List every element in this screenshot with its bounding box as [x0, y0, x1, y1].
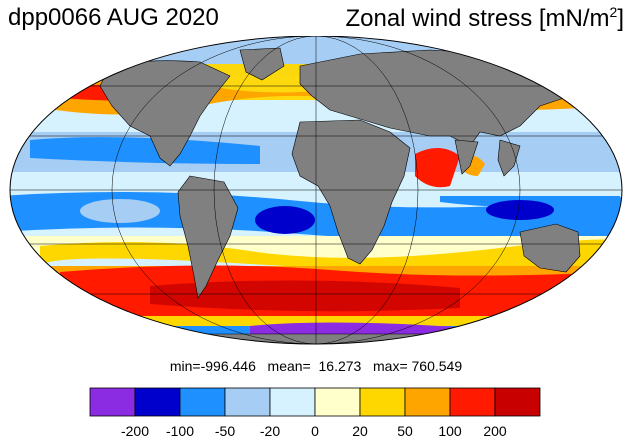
colorbar-tick-label: 100 [438, 423, 462, 439]
variable-close: ] [617, 5, 624, 32]
map-field [10, 36, 622, 344]
colorbar-tick-label: 200 [483, 423, 507, 439]
colorbar-swatch [134, 387, 181, 417]
map-title: dpp0066 AUG 2020 [8, 4, 219, 31]
colorbar-tick-label: 50 [397, 423, 413, 439]
colorbar-swatch [89, 387, 136, 417]
unit-superscript: 2 [609, 4, 618, 20]
colorbar-swatch [269, 387, 316, 417]
colorbar-swatch [404, 387, 451, 417]
colorbar-tick-label: -20 [260, 423, 280, 439]
colorbar-tick-label: -200 [121, 423, 149, 439]
graticule [10, 36, 622, 344]
world-map [9, 36, 623, 345]
colorbar-swatch [224, 387, 271, 417]
field-statistics: min=-996.446 mean= 16.273 max= 760.549 [169, 358, 463, 374]
colorbar-tick-label: -50 [215, 423, 235, 439]
colorbar-swatch [179, 387, 226, 417]
colorbar-tick-label: 20 [352, 423, 368, 439]
variable-name: Zonal wind stress [mN/m [345, 5, 610, 32]
colorbar-tick-label: -100 [166, 423, 194, 439]
colorbar-swatch [359, 387, 406, 417]
colorbar-swatch [494, 387, 541, 417]
variable-title: Zonal wind stress [mN/m2] [345, 4, 624, 33]
colorbar-tick-label: 0 [311, 423, 319, 439]
colorbar-swatch [449, 387, 496, 417]
colorbar-swatch [314, 387, 361, 417]
colorbar: -200 -100 -50 -20 0 20 50 100 200 [89, 387, 541, 439]
